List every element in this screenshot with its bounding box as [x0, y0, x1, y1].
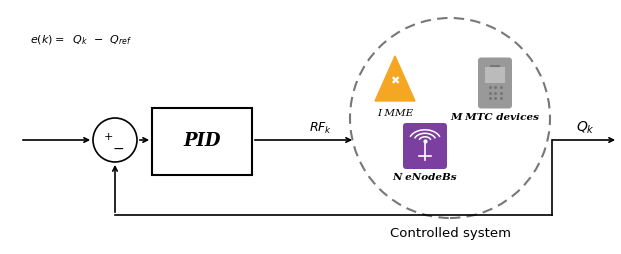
Text: M MTC devices: M MTC devices — [450, 113, 540, 122]
FancyBboxPatch shape — [478, 57, 512, 108]
Text: N eNodeBs: N eNodeBs — [392, 173, 457, 183]
Text: I MME: I MME — [377, 108, 413, 118]
FancyBboxPatch shape — [403, 123, 447, 169]
Text: ✖: ✖ — [391, 76, 400, 86]
Text: PID: PID — [183, 133, 220, 151]
FancyBboxPatch shape — [485, 67, 505, 83]
Polygon shape — [375, 56, 415, 101]
Text: $e(k)=$  $Q_k$  $-$  $Q_{ref}$: $e(k)=$ $Q_k$ $-$ $Q_{ref}$ — [30, 33, 132, 47]
Text: −: − — [112, 142, 124, 156]
FancyBboxPatch shape — [152, 108, 252, 175]
Text: +: + — [104, 132, 113, 142]
Text: Controlled system: Controlled system — [389, 228, 510, 241]
Text: $RF_k$: $RF_k$ — [309, 120, 333, 136]
Text: $Q_k$: $Q_k$ — [576, 120, 594, 136]
